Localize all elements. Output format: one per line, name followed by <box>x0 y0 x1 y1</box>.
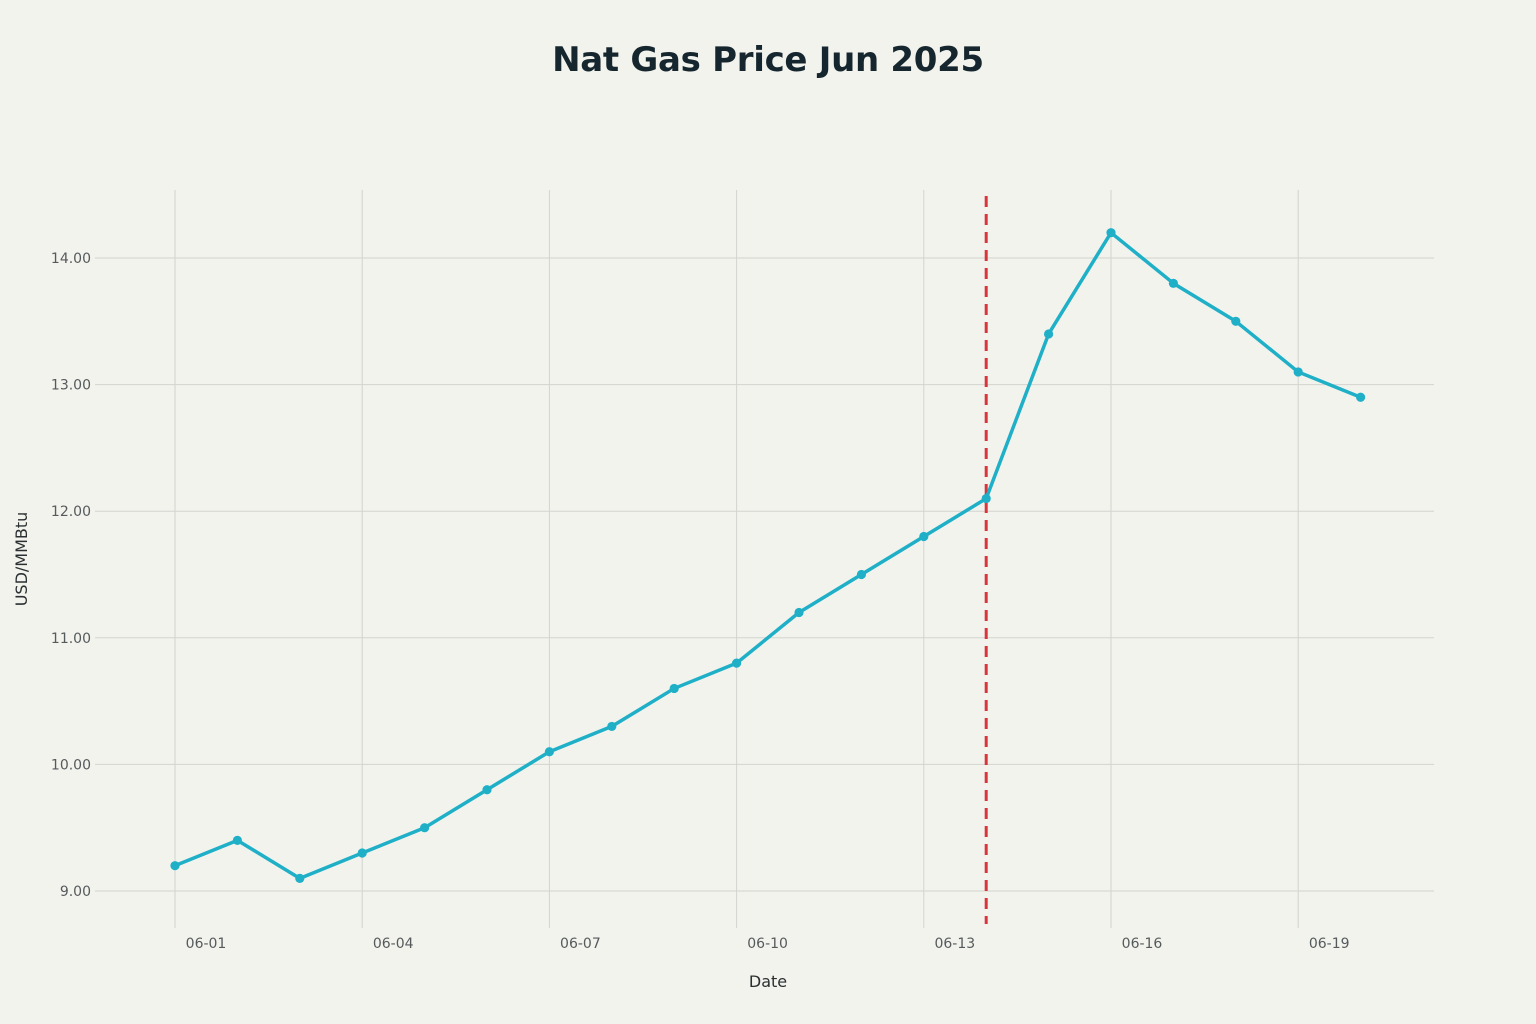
data-point <box>981 493 991 504</box>
data-point <box>732 658 742 668</box>
series-line <box>173 230 1363 881</box>
data-point <box>794 607 804 618</box>
data-point <box>1356 392 1366 402</box>
data-point <box>232 835 242 845</box>
data-point <box>919 531 929 542</box>
data-point <box>420 823 430 833</box>
data-point <box>607 721 617 732</box>
y-tick-label: 11.00 <box>51 631 91 647</box>
data-point <box>170 861 180 871</box>
data-point <box>1168 278 1178 288</box>
data-point <box>669 683 679 694</box>
data-point <box>482 785 492 795</box>
y-tick-label: 13.00 <box>51 378 91 394</box>
x-tick-label: 06-10 <box>747 936 788 952</box>
data-point <box>1106 228 1116 238</box>
y-tick-label: 14.00 <box>51 251 91 267</box>
x-tick-label: 06-04 <box>373 936 414 952</box>
data-point <box>357 848 367 858</box>
y-axis-title: USD/MMBtu <box>12 512 31 607</box>
x-tick-label: 06-01 <box>186 936 227 952</box>
x-axis-title: Date <box>749 972 787 991</box>
data-point <box>856 569 867 580</box>
y-tick-label: 10.00 <box>51 757 91 773</box>
data-point <box>1044 329 1054 339</box>
y-tick-label: 9.00 <box>60 884 91 900</box>
y-tick-label: 12.00 <box>51 504 91 520</box>
data-point <box>1293 367 1303 377</box>
data-point <box>295 873 305 883</box>
data-point <box>544 747 555 757</box>
chart-title: Nat Gas Price Jun 2025 <box>552 40 984 80</box>
data-point <box>1231 316 1241 326</box>
x-tick-label: 06-16 <box>1122 936 1163 952</box>
x-tick-label: 06-13 <box>934 936 975 952</box>
x-tick-label: 06-19 <box>1309 936 1350 952</box>
x-tick-label: 06-07 <box>560 936 601 952</box>
